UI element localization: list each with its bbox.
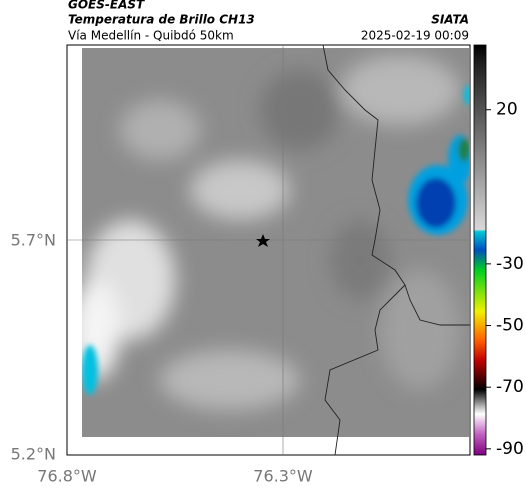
border <box>322 44 470 326</box>
lon-label: 76.8°W <box>37 467 97 486</box>
satellite-image <box>82 48 469 437</box>
lat-label: 5.7°N <box>11 231 56 250</box>
colorbar-tick-label: -50 <box>496 316 524 336</box>
colorbar-tick-label: -30 <box>496 254 524 274</box>
source: SIATA <box>431 13 469 27</box>
colorbar-tick-label: 20 <box>496 100 518 120</box>
product: Temperatura de Brillo CH13 <box>68 13 255 27</box>
lat-label: 5.2°N <box>11 445 56 464</box>
datetime: 2025-02-19 00:09 <box>361 29 469 43</box>
lon-label: 76.3°W <box>253 467 313 486</box>
location: Vía Medellín - Quibdó 50km <box>68 29 234 43</box>
colorbar <box>473 44 487 456</box>
star-marker <box>256 234 270 247</box>
colorbar-tick-label: -70 <box>496 377 524 397</box>
colorbar-tick-label: -90 <box>496 439 524 459</box>
border <box>324 284 406 456</box>
satellite: GOES-EAST <box>68 0 145 12</box>
